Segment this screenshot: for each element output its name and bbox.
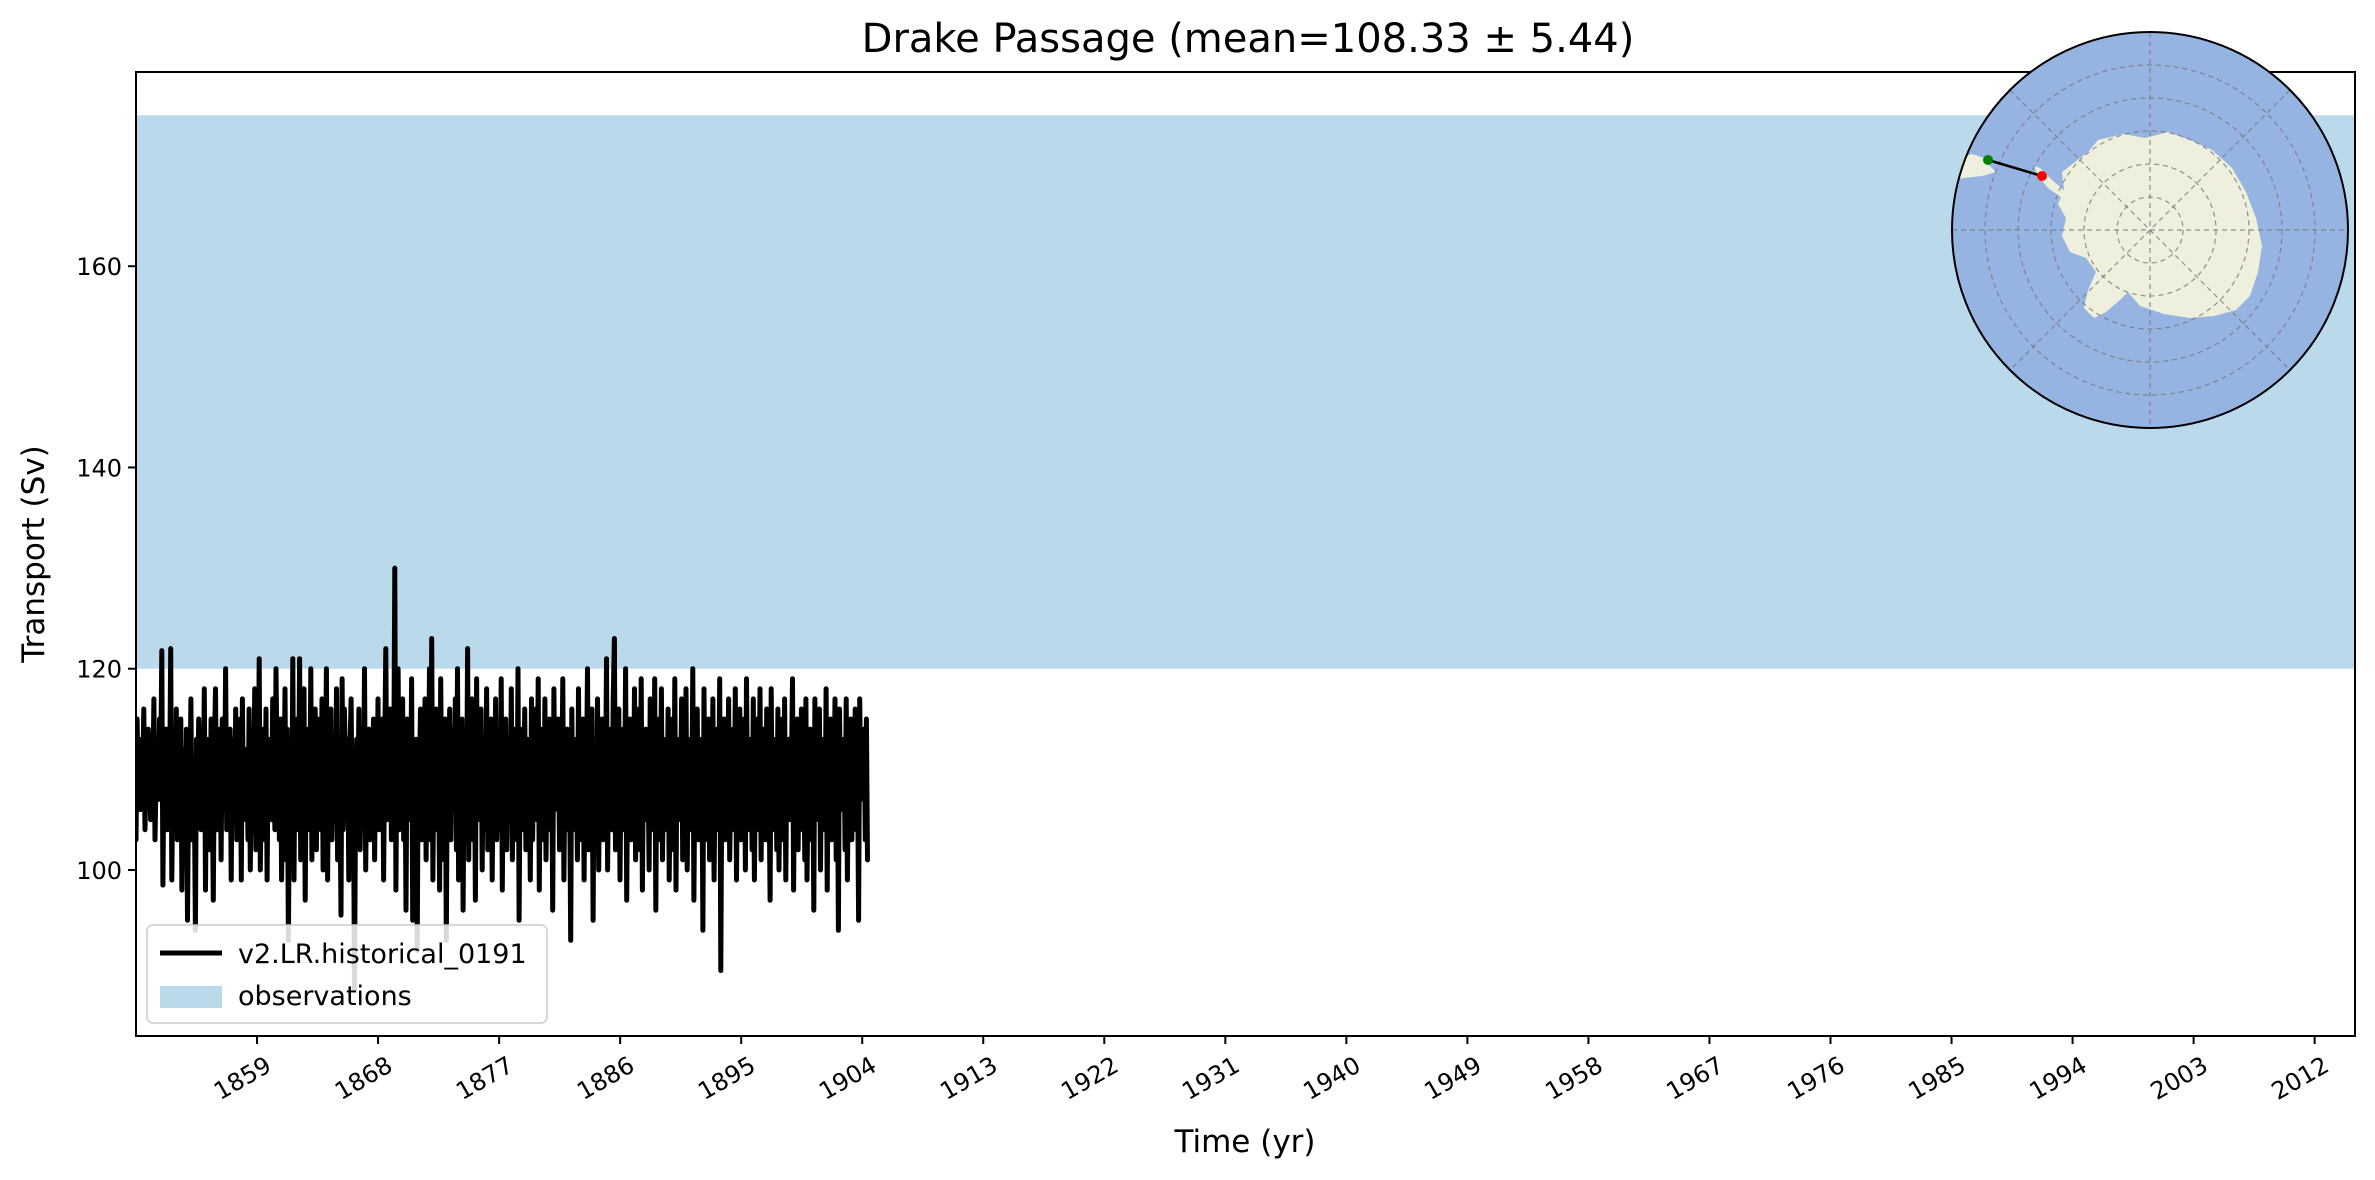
y-tick-label: 100 xyxy=(76,857,122,885)
inset-map xyxy=(1951,31,2349,429)
x-tick-label: 1931 xyxy=(1177,1051,1244,1106)
x-tick-label: 1994 xyxy=(2025,1051,2092,1106)
axes-frame xyxy=(135,71,2356,1037)
x-tick-label: 1967 xyxy=(1662,1051,1729,1106)
x-tick-label: 1985 xyxy=(1904,1051,1971,1106)
y-axis-label: Transport (Sv) xyxy=(16,445,52,664)
series-line-0 xyxy=(136,565,870,994)
chart-title: Drake Passage (mean=108.33 ± 5.44) xyxy=(862,16,1635,62)
map-graticule xyxy=(1952,32,2348,428)
x-tick-label: 2003 xyxy=(2146,1051,2213,1106)
map-content xyxy=(1952,32,2348,428)
x-axis-label: Time (yr) xyxy=(1174,1124,1316,1160)
x-tick-label: 1922 xyxy=(1056,1051,1123,1106)
x-tick-label: 1859 xyxy=(209,1051,276,1106)
y-tick-label: 160 xyxy=(76,253,122,281)
x-tick-label: 1868 xyxy=(330,1051,397,1106)
legend-label-series: v2.LR.historical_0191 xyxy=(238,939,527,970)
x-tick-label: 2012 xyxy=(2267,1051,2334,1106)
x-tick-label: 1895 xyxy=(693,1051,760,1106)
x-tick-label: 1940 xyxy=(1298,1051,1365,1106)
x-tick-label: 1976 xyxy=(1783,1051,1850,1106)
x-tick-label: 1949 xyxy=(1420,1051,1487,1106)
x-axis-ticks: 1859 1868 1877 1886 1895 1904 1913 1922 1931 1940… xyxy=(209,1036,2334,1106)
x-tick-label: 1904 xyxy=(814,1051,881,1106)
y-axis-ticks: 100 120 140 160 xyxy=(76,253,136,885)
legend-observations-swatch xyxy=(160,986,222,1008)
map-border xyxy=(1951,31,2349,429)
transect-end-marker xyxy=(2037,171,2047,181)
x-tick-label: 1877 xyxy=(451,1051,518,1106)
legend-box xyxy=(146,924,548,1024)
transect-line xyxy=(1987,158,2043,178)
legend-label-observations: observations xyxy=(238,981,412,1012)
y-tick-label: 140 xyxy=(76,454,122,482)
x-tick-label: 1958 xyxy=(1541,1051,1608,1106)
legend: v2.LR.historical_0191 observations xyxy=(146,924,548,1024)
transect-start-marker xyxy=(1983,155,1993,165)
x-tick-label: 1886 xyxy=(572,1051,639,1106)
x-tick-label: 1913 xyxy=(935,1051,1002,1106)
map-meridian xyxy=(2009,89,2291,371)
y-tick-label: 120 xyxy=(76,656,122,684)
